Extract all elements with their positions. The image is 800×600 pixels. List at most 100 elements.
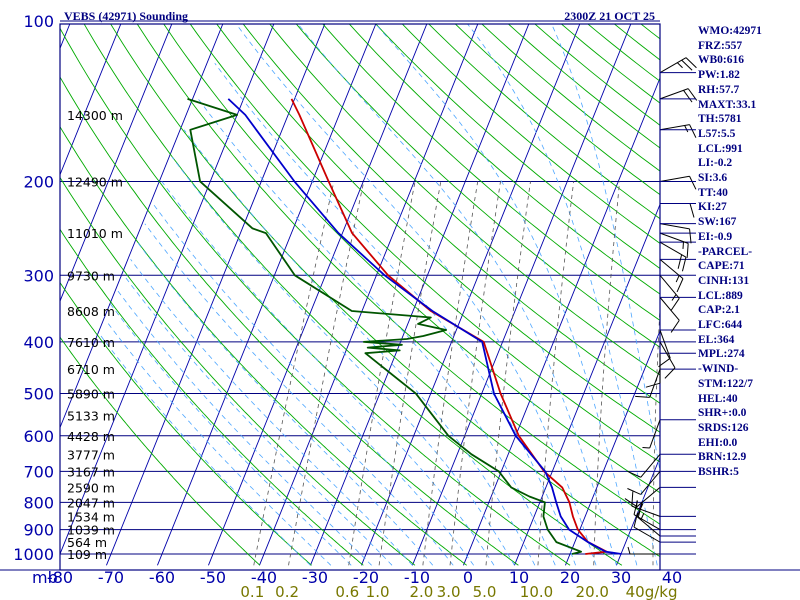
- dry-adiabat: [216, 24, 660, 433]
- temperature-label: 10: [509, 568, 529, 587]
- moist-adiabat: [161, 181, 495, 566]
- height-label: 9730 m: [67, 268, 115, 283]
- mixing-ratio-line: [288, 181, 365, 566]
- mixing-ratio-line: [422, 181, 479, 566]
- temperature-label: 20: [560, 568, 580, 587]
- temperature-label: -10: [404, 568, 430, 587]
- dry-adiabat: [401, 24, 660, 244]
- dry-adiabat: [60, 228, 364, 566]
- isotherm-line: [514, 203, 660, 566]
- height-label: 11010 m: [67, 226, 123, 241]
- dry-adiabat: [163, 24, 660, 494]
- wind-barb: [659, 241, 696, 272]
- dry-adiabat: [136, 24, 660, 525]
- moist-adiabat: [110, 304, 352, 566]
- wind-barb: [627, 453, 696, 478]
- wind-barb: [659, 258, 696, 293]
- dry-adiabat: [189, 24, 660, 463]
- index-item: LI:-0.2: [698, 157, 733, 170]
- isotherm-line: [412, 24, 632, 566]
- barb-flag: [683, 90, 693, 103]
- wind-barb: [659, 223, 696, 244]
- barb-staff: [659, 341, 676, 369]
- index-item: RH:57.7: [698, 83, 740, 96]
- wind-barb: [642, 419, 696, 449]
- isotherm-line: [157, 24, 377, 566]
- moist-adiabat: [144, 223, 454, 566]
- height-label: 109 m: [67, 547, 107, 562]
- dry-adiabat: [295, 24, 660, 348]
- index-item: STM:122/7: [698, 377, 753, 390]
- wind-barb: [659, 124, 697, 138]
- mixing-ratio-label: 2.0: [410, 583, 434, 600]
- barb-flag: [675, 275, 680, 283]
- isotherm-line: [60, 24, 122, 176]
- dry-adiabat: [322, 24, 660, 321]
- dry-adiabat: [60, 336, 261, 566]
- index-item: SRDS:126: [698, 421, 749, 434]
- barb-staff: [659, 223, 690, 230]
- barb-flag: [684, 125, 689, 133]
- index-item: CINH:131: [698, 274, 750, 287]
- barb-flag: [689, 176, 697, 190]
- wind-barb: [633, 512, 696, 543]
- moist-adiabat: [152, 203, 474, 566]
- wind-barb: [659, 341, 696, 379]
- height-label: 2590 m: [67, 480, 115, 495]
- index-item: SI:3.6: [698, 172, 728, 185]
- barb-flag: [689, 124, 697, 138]
- wind-barb: [660, 203, 696, 218]
- temperature-label: -70: [98, 568, 124, 587]
- dry-adiabat: [60, 27, 571, 566]
- barb-staff: [649, 419, 661, 449]
- mixing-ratio-lines: [253, 181, 660, 566]
- moist-adiabat: [183, 129, 536, 566]
- barb-flag: [689, 203, 695, 218]
- barb-staff: [659, 241, 687, 258]
- mixing-ratio-line: [253, 181, 335, 566]
- height-label: 2047 m: [67, 495, 115, 510]
- isotherm-line: [565, 329, 660, 566]
- pressure-label: 200: [23, 172, 54, 191]
- height-label: 564 m: [67, 535, 107, 550]
- temperature-label: -50: [200, 568, 226, 587]
- moist-adiabat: [130, 259, 413, 566]
- barb-flag: [633, 512, 639, 528]
- moist-adiabat: [105, 320, 332, 566]
- barb-flag: [627, 546, 631, 555]
- barb-flag: [676, 62, 683, 69]
- wind-barb: [635, 368, 696, 398]
- index-item: WMO:42971: [698, 25, 762, 37]
- moist-adiabat: [197, 98, 556, 566]
- pressure-label: 500: [23, 385, 54, 404]
- barb-staff: [640, 453, 661, 478]
- dry-adiabat: [60, 281, 312, 566]
- barb-staff: [659, 297, 680, 321]
- height-label: 3167 m: [67, 464, 115, 479]
- mixing-ratio-label: 3.0: [437, 583, 461, 600]
- wind-barb: [659, 296, 696, 333]
- barb-flag: [658, 357, 671, 368]
- isotherm-line: [106, 24, 326, 566]
- barb-flag: [685, 57, 697, 69]
- dry-adiabat: [60, 76, 519, 566]
- wind-barb: [624, 486, 696, 508]
- height-label: 14300 m: [67, 108, 123, 123]
- index-item: FRZ:557: [698, 39, 743, 52]
- barb-flag: [670, 298, 680, 311]
- mixing-ratio-labels: 0.1 0.2 0.6 1.0 2.0 3.0 5.0 10.0 20.0 40g/kg: [240, 583, 677, 600]
- index-item: L57:5.5: [698, 127, 736, 140]
- barb-staff: [649, 368, 661, 398]
- moist-adiabat: [116, 289, 372, 566]
- barb-flag: [645, 382, 661, 388]
- index-item: PW:1.82: [698, 69, 740, 82]
- height-label: 3777 m: [67, 447, 115, 462]
- index-item: SHR+:0.0: [698, 407, 747, 420]
- barb-flag: [689, 228, 692, 244]
- temperature-label: -30: [302, 568, 328, 587]
- mixing-ratio-label: 0.6: [335, 583, 359, 600]
- index-item: HEL:40: [698, 392, 738, 405]
- barb-flag: [627, 470, 641, 478]
- moist-adiabat: [171, 156, 515, 566]
- temperature-label: -20: [353, 568, 379, 587]
